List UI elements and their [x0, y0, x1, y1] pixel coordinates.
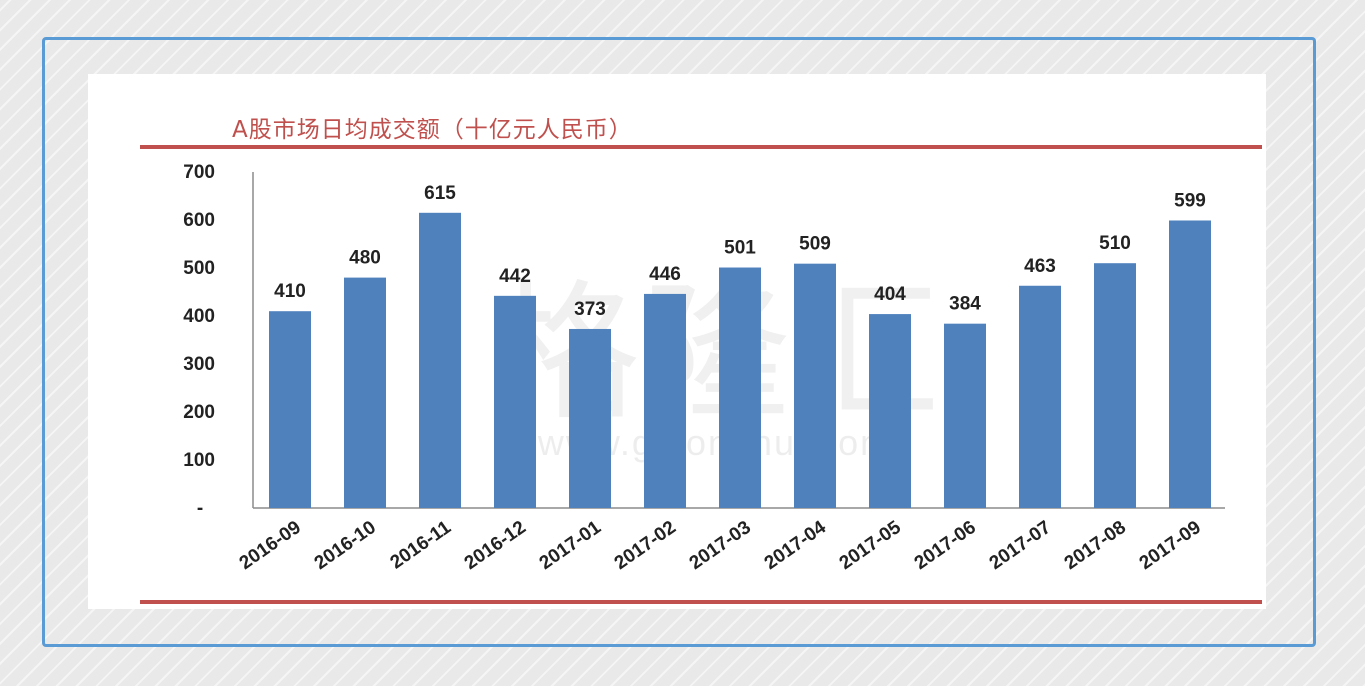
x-tick-label: 2017-05	[836, 517, 906, 574]
x-tick-label: 2016-10	[311, 517, 380, 574]
bar	[944, 323, 986, 508]
bar	[1169, 220, 1211, 509]
bar	[494, 295, 536, 508]
y-tick-label: 300	[183, 354, 215, 375]
y-tick-label: 100	[183, 450, 215, 471]
x-tick-label: 2017-01	[536, 517, 606, 574]
x-tick-label: 2017-06	[911, 517, 980, 574]
data-label: 599	[1174, 190, 1206, 211]
bar	[719, 267, 761, 508]
x-tick-label: 2017-02	[611, 517, 680, 574]
data-label: 446	[649, 264, 681, 285]
x-tick-label: 2016-12	[461, 517, 530, 574]
bar	[794, 263, 836, 508]
data-label: 480	[349, 248, 381, 269]
data-label: 615	[424, 183, 456, 204]
slide-frame	[42, 37, 1316, 647]
x-tick-label: 2017-08	[1061, 517, 1130, 574]
x-tick-label: 2017-03	[686, 517, 755, 574]
x-tick-label: 2017-07	[986, 517, 1055, 574]
bar	[644, 293, 686, 508]
y-tick-label: 500	[183, 258, 215, 279]
bar	[1094, 263, 1136, 508]
data-label: 373	[574, 299, 606, 320]
y-tick-label: 600	[183, 210, 215, 231]
y-tick-label: 400	[183, 306, 215, 327]
data-label: 410	[274, 281, 306, 302]
data-label: 404	[874, 284, 906, 305]
bar	[569, 328, 611, 508]
bar	[269, 311, 311, 508]
y-tick-label: -	[197, 498, 203, 519]
y-tick-label: 700	[183, 162, 215, 183]
bar	[419, 212, 461, 509]
data-label: 463	[1024, 256, 1056, 277]
chart-title: A股市场日均成交额（十亿元人民币）	[232, 117, 633, 143]
data-label: 442	[499, 266, 531, 287]
svg-text:格隆汇: 格隆汇	[490, 267, 940, 441]
bar	[1019, 285, 1061, 508]
data-label: 384	[949, 294, 981, 315]
y-tick-label: 200	[183, 402, 215, 423]
bar	[869, 314, 911, 508]
x-tick-label: 2016-11	[387, 517, 456, 574]
x-tick-label: 2017-04	[761, 517, 831, 574]
data-label: 501	[724, 238, 756, 259]
x-tick-label: 2017-09	[1136, 517, 1205, 574]
bar	[344, 277, 386, 508]
data-label: 509	[799, 234, 831, 255]
x-tick-label: 2016-09	[236, 517, 305, 574]
data-label: 510	[1099, 233, 1131, 254]
